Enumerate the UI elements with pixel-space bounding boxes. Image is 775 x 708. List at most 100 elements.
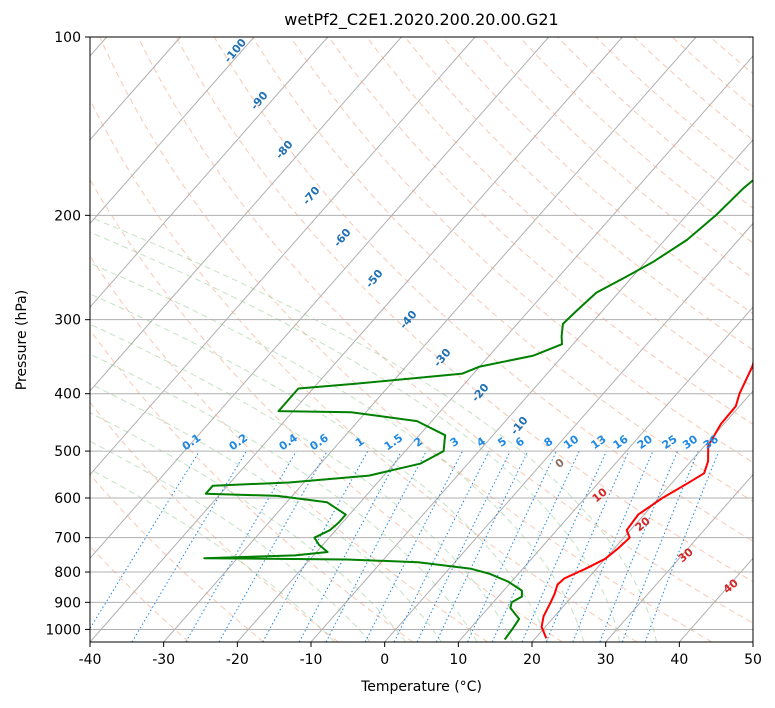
y-tick-label: 800 xyxy=(54,565,81,581)
dry-adiabat-line xyxy=(90,473,264,642)
y-tick-label: 300 xyxy=(54,313,81,329)
dry-adiabat-line xyxy=(328,37,753,425)
moist-adiabat-line xyxy=(90,231,621,642)
y-tick-label: 1000 xyxy=(45,622,81,638)
mixing-ratio-line xyxy=(521,450,608,642)
isotherm-line xyxy=(90,37,108,57)
isotherm-line xyxy=(90,37,255,225)
y-tick-label: 400 xyxy=(54,387,81,403)
y-tick-label: 900 xyxy=(54,595,81,611)
isotherm-line xyxy=(384,222,753,642)
pressure-gridlines xyxy=(90,37,753,630)
mixing-ratio-line xyxy=(364,450,463,642)
mixing-ratio-line xyxy=(393,450,490,642)
moist-adiabat-line xyxy=(90,383,442,642)
x-tick-label: -40 xyxy=(79,652,102,668)
mixing-ratio-label: 5 xyxy=(495,435,509,450)
y-tick-label: 100 xyxy=(54,30,81,46)
moist-adiabat-label: 10 xyxy=(590,485,610,505)
dry-adiabat-line xyxy=(480,37,753,279)
dry-adiabat-line xyxy=(90,329,414,642)
x-tick-label: 10 xyxy=(449,652,467,668)
y-tick-label: 500 xyxy=(54,444,81,460)
x-tick-label: 40 xyxy=(670,652,688,668)
isotherm-line xyxy=(163,37,697,642)
mixing-ratio-label: 8 xyxy=(542,435,556,450)
dry-adiabat-label: -60 xyxy=(331,226,354,250)
dry-adiabat-label: -90 xyxy=(248,89,271,113)
isotherm-line xyxy=(90,37,181,141)
moist-adiabat-line xyxy=(90,440,371,642)
moist-adiabat-line xyxy=(90,216,657,642)
dry-adiabat-line xyxy=(90,401,339,642)
dry-adiabat-line xyxy=(137,37,753,624)
isotherm-line xyxy=(457,306,753,642)
sounding-series xyxy=(203,178,753,641)
isotherm-line xyxy=(0,37,33,642)
mixing-ratio-line xyxy=(90,450,200,630)
dry-adiabat-line xyxy=(90,178,563,642)
dry-adiabat-line xyxy=(213,37,753,542)
mixing-ratio-line xyxy=(545,450,630,642)
mixing-ratio-line xyxy=(262,450,369,642)
dry-adiabat-line xyxy=(90,545,190,642)
mixing-ratio-label: 6 xyxy=(513,435,527,450)
dry-adiabat-label: -100 xyxy=(221,36,249,66)
mixing-ratio-line xyxy=(185,450,297,642)
dry-adiabat-label: -80 xyxy=(273,138,296,162)
isotherm-line xyxy=(678,557,753,642)
y-tick-label: 700 xyxy=(54,531,81,547)
isotherm-line xyxy=(752,641,753,642)
x-tick-label: 0 xyxy=(380,652,389,668)
chart-title: wetPf2_C2E1.2020.200.20.00.G21 xyxy=(284,10,559,29)
dewpoint-line xyxy=(203,178,753,641)
mixing-ratio-line xyxy=(599,450,679,642)
plot-frame xyxy=(89,36,754,643)
dry-adiabat-line xyxy=(366,37,753,388)
mixing-ratio-line xyxy=(572,450,654,642)
dry-adiabat-line xyxy=(175,37,753,583)
mixing-ratio-line xyxy=(325,450,427,642)
moist-adiabat-line xyxy=(90,468,335,642)
isotherm-line xyxy=(90,37,623,642)
mixing-ratio-label: 36 xyxy=(701,432,721,452)
line-labels: 0.1 0.2 0.4 0.6 1 1.5 2 3 4 5 6 8 10 13 16 20 25 30 36-100… xyxy=(180,36,741,596)
dry-adiabat-label: -30 xyxy=(431,346,454,370)
dry-adiabat-line xyxy=(557,37,753,209)
dry-adiabat-line xyxy=(748,37,753,42)
moist-adiabat-label: 0 xyxy=(553,456,567,471)
dry-adiabat-line xyxy=(290,37,753,464)
mixing-ratio-label: 10 xyxy=(561,432,581,452)
dry-adiabat-line xyxy=(709,37,753,75)
moist-adiabat-label: 30 xyxy=(676,545,696,565)
x-tick-label: -30 xyxy=(152,652,175,668)
mixing-ratio-line xyxy=(467,450,557,642)
temperature-line xyxy=(540,360,753,639)
isotherm-line xyxy=(90,37,329,308)
mixing-ratio-line xyxy=(218,450,328,642)
moist-adiabat-label: 40 xyxy=(721,576,741,596)
dry-adiabat-line xyxy=(442,37,753,315)
mixing-ratio-line xyxy=(491,450,580,642)
x-axis-ticks: -40 -30 -20 -10 0 10 20 30 40 50 xyxy=(79,642,762,668)
x-tick-label: 20 xyxy=(523,652,541,668)
mixing-ratio-label: 0.2 xyxy=(227,431,250,453)
x-tick-label: 30 xyxy=(597,652,615,668)
moist-adiabat-line xyxy=(90,353,478,642)
dry-adiabat-label: -10 xyxy=(508,414,531,438)
dry-adiabat-line xyxy=(99,37,712,642)
x-tick-label: 50 xyxy=(744,652,762,668)
x-tick-label: -10 xyxy=(300,652,323,668)
dry-adiabat-line xyxy=(90,255,488,642)
mixing-ratio-label: 4 xyxy=(474,435,488,450)
moist-adiabat-line xyxy=(90,323,514,642)
dry-adiabat-line xyxy=(251,37,753,503)
mixing-ratio-label: 0.1 xyxy=(180,431,203,453)
x-tick-label: -20 xyxy=(226,652,249,668)
y-axis-ticks: 100 200 300 400 500 600 700 800 900 1000 xyxy=(45,30,90,638)
mixing-ratio-line xyxy=(298,450,402,642)
background-lines xyxy=(0,37,753,642)
isotherm-line xyxy=(605,473,753,642)
mixing-ratio-label: 2 xyxy=(411,435,425,450)
